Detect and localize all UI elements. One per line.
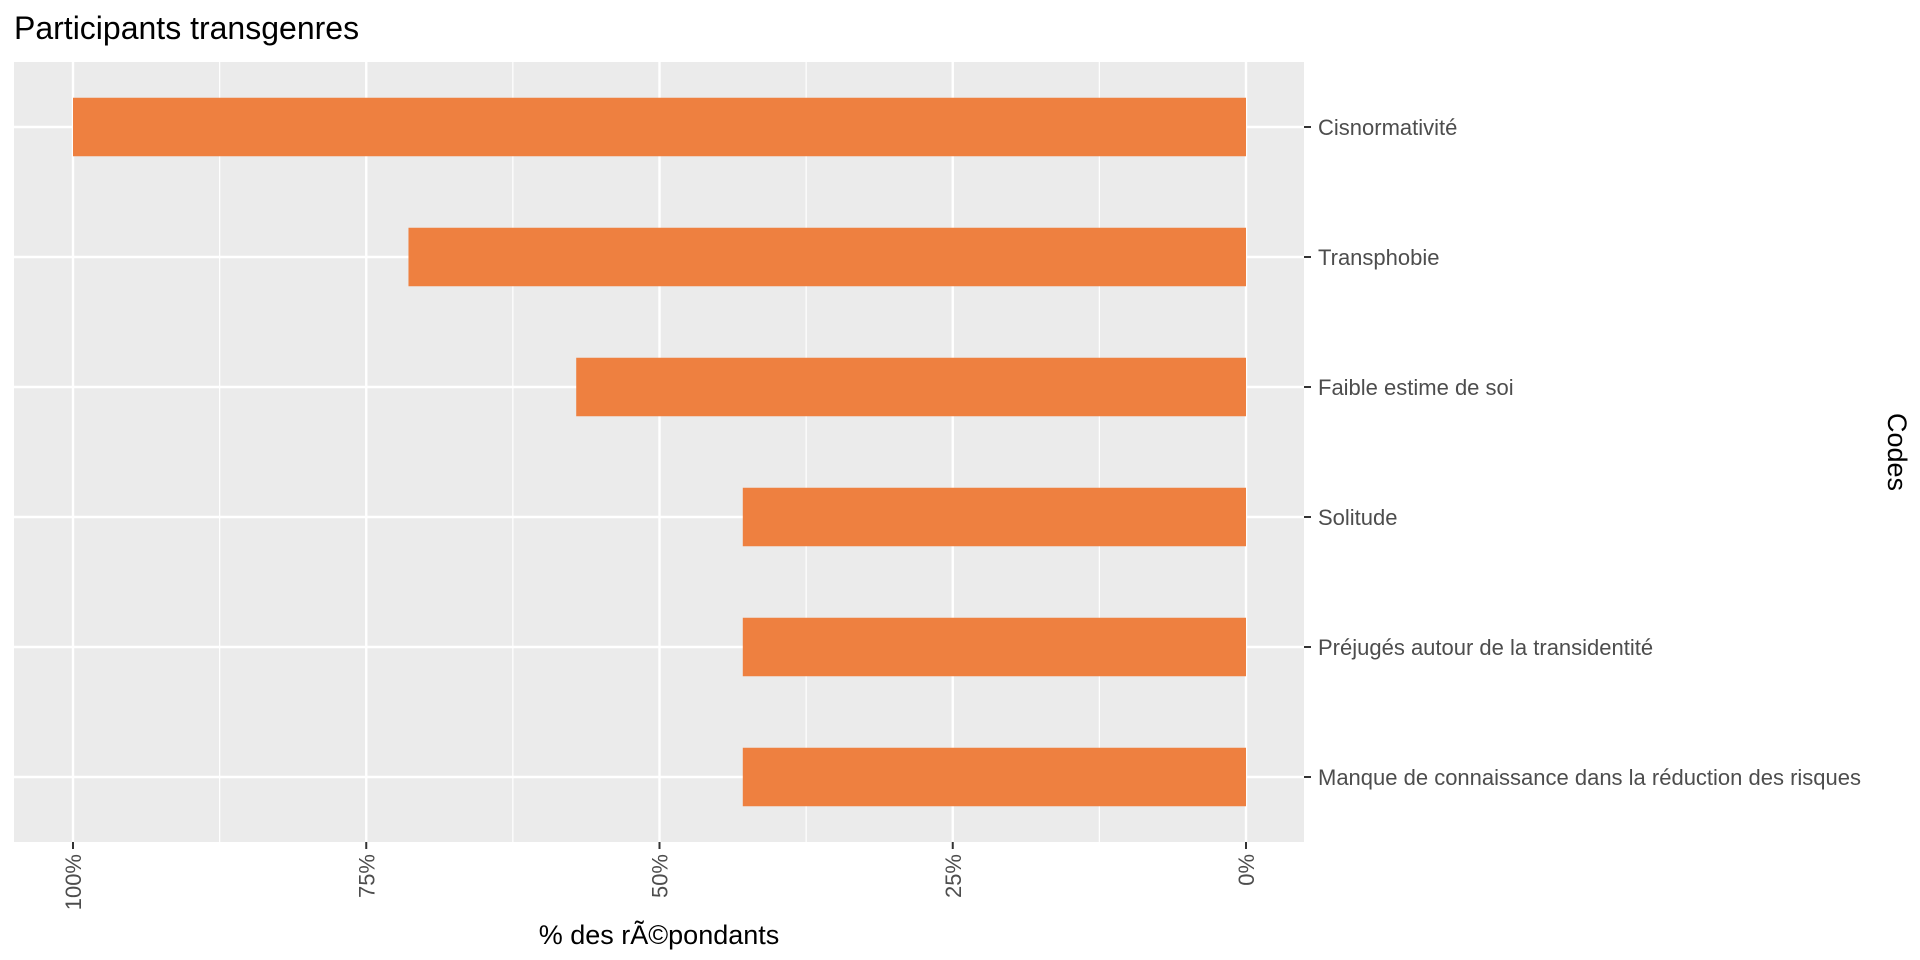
bar (742, 617, 1246, 677)
y-tick-label: Faible estime de soi (1318, 375, 1514, 400)
bar (73, 97, 1246, 157)
y-axis-title: Codes (1882, 413, 1912, 491)
x-tick-label: 100% (61, 854, 86, 910)
x-tick-label: 0% (1234, 854, 1259, 886)
x-tick-label: 75% (354, 854, 379, 898)
x-axis-title: % des rÃ©pondants (539, 919, 780, 950)
y-tick-label: Préjugés autour de la transidentité (1318, 635, 1653, 660)
bar (742, 487, 1246, 547)
bar (742, 747, 1246, 807)
x-tick-label: 50% (648, 854, 673, 898)
chart-title: Participants transgenres (14, 10, 360, 46)
y-tick-label: Manque de connaissance dans la réduction… (1318, 765, 1861, 790)
bar (576, 357, 1246, 417)
x-tick-label: 25% (941, 854, 966, 898)
y-tick-label: Cisnormativité (1318, 115, 1457, 140)
bar (408, 227, 1246, 287)
y-tick-label: Solitude (1318, 505, 1398, 530)
y-tick-label: Transphobie (1318, 245, 1439, 270)
